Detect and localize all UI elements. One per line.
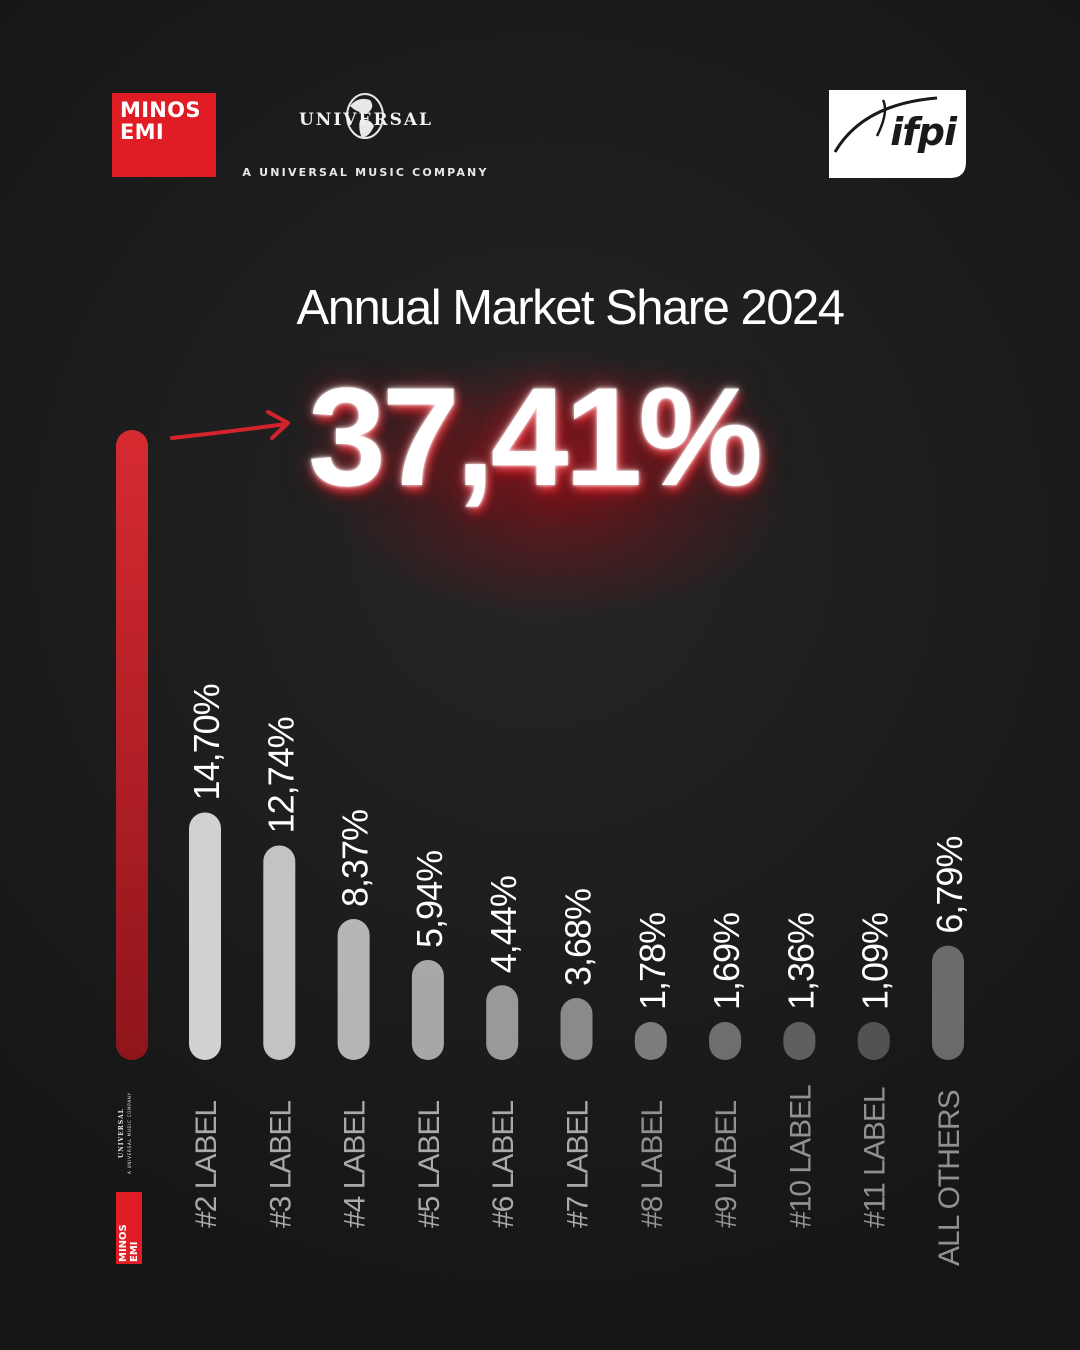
- value-label: 3,68%: [558, 889, 599, 986]
- bar-2: [189, 812, 221, 1060]
- category-label: ALL OTHERS: [933, 1090, 966, 1266]
- category-label: #4 LABEL: [339, 1101, 372, 1228]
- minos-emi-logo: MINOS EMI: [112, 93, 216, 177]
- category-label: #7 LABEL: [562, 1101, 595, 1228]
- value-label: 5,94%: [409, 851, 450, 948]
- mini-universal-logo: UNIVERSAL A UNIVERSAL MUSIC COMPANY: [118, 1078, 132, 1188]
- bar-12: [932, 945, 964, 1060]
- bar-8: [634, 1022, 667, 1060]
- bar-5: [411, 959, 444, 1060]
- universal-logo: UNIVERSAL A UNIVERSAL MUSIC COMPANY: [228, 88, 503, 183]
- minos-logo-line2: EMI: [120, 120, 164, 144]
- ifpi-badge-shape: [829, 90, 966, 178]
- mini-minos-emi-logo: MINOS EMI: [116, 1192, 142, 1264]
- chart-title: Annual Market Share 2024: [296, 281, 845, 335]
- value-label: 1,09%: [855, 913, 896, 1010]
- bar-9: [709, 1022, 742, 1060]
- universal-wordmark: UNIVERSAL: [298, 110, 433, 130]
- universal-tagline: A UNIVERSAL MUSIC COMPANY: [242, 166, 489, 179]
- value-label: 8,37%: [335, 810, 376, 907]
- value-label: 6,79%: [929, 837, 970, 934]
- category-label: #8 LABEL: [636, 1101, 669, 1228]
- mini-universal-tagline: A UNIVERSAL MUSIC COMPANY: [127, 1092, 132, 1174]
- ifpi-logo: ifpi: [829, 90, 966, 178]
- category-label: #2 LABEL: [190, 1101, 223, 1228]
- arrow-right-icon: [170, 410, 290, 440]
- category-label: #6 LABEL: [487, 1101, 520, 1228]
- bar-6: [486, 985, 519, 1060]
- leader-share-value: 37,41%: [308, 358, 763, 515]
- value-label: 1,36%: [780, 913, 821, 1010]
- value-label: 12,74%: [260, 717, 301, 833]
- value-label: 1,78%: [632, 913, 673, 1010]
- category-label: #10 LABEL: [784, 1085, 817, 1228]
- category-label: #3 LABEL: [264, 1101, 297, 1228]
- mini-minos-text: MINOS EMI: [118, 1224, 140, 1262]
- ifpi-wordmark: ifpi: [890, 110, 957, 154]
- globe-icon: [346, 93, 384, 139]
- leader-label-logos: UNIVERSAL A UNIVERSAL MUSIC COMPANY MINO…: [110, 1078, 160, 1268]
- minos-logo-line1: MINOS: [120, 98, 201, 122]
- category-label: #9 LABEL: [710, 1101, 743, 1228]
- category-label: #11 LABEL: [859, 1087, 892, 1228]
- bar-3: [263, 845, 296, 1060]
- bar-4: [337, 919, 370, 1060]
- bar-11: [857, 1022, 890, 1060]
- value-label: 4,44%: [483, 876, 524, 973]
- bar-10: [783, 1022, 816, 1060]
- value-label: 14,70%: [186, 684, 227, 800]
- bar-leader: [116, 430, 148, 1060]
- bar-7: [560, 998, 593, 1060]
- value-label: 1,69%: [706, 913, 747, 1010]
- category-label: #5 LABEL: [413, 1101, 446, 1228]
- mini-universal-wordmark: UNIVERSAL: [118, 1108, 125, 1158]
